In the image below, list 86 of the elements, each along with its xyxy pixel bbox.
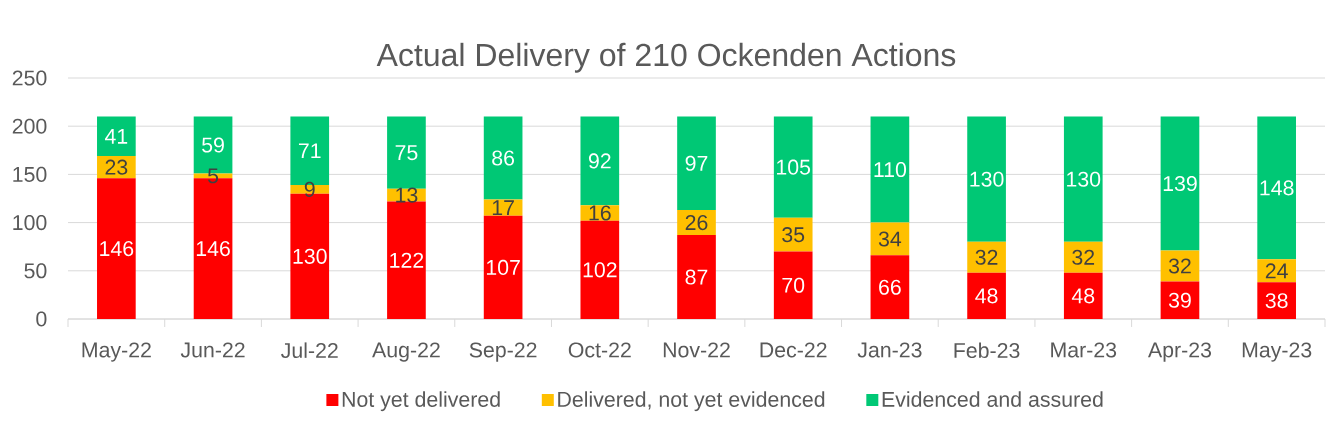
chart-title: Actual Delivery of 210 Ockenden Actions (376, 42, 956, 73)
bar (387, 116, 426, 189)
bar (580, 116, 620, 206)
data-label: 32 (1168, 258, 1191, 274)
data-label: 9 (304, 181, 315, 197)
data-label: 102 (583, 262, 617, 278)
data-label: 35 (782, 227, 805, 243)
bar (1063, 241, 1103, 273)
x-tick-label: Mar-23 (1051, 342, 1117, 358)
data-label: 16 (589, 205, 611, 221)
bar (483, 215, 523, 319)
data-label: 34 (878, 231, 902, 247)
bar (967, 272, 1006, 319)
data-label: 139 (1163, 176, 1197, 192)
x-tick-label: Apr-23 (1147, 342, 1212, 362)
bar (773, 217, 813, 252)
data-label: 110 (874, 162, 907, 178)
data-label: 146 (100, 241, 134, 257)
legend-label: Evidenced and assured (882, 391, 1103, 407)
x-tick-label: Jan-23 (857, 342, 922, 358)
y-tick-label: 50 (24, 263, 47, 279)
data-label: 97 (685, 155, 708, 171)
x-tick-label: May-23 (1242, 342, 1312, 362)
legend-label: Delivered, not yet evidenced (558, 391, 825, 412)
bar (97, 116, 136, 157)
x-tick-label: Oct-22 (568, 342, 631, 358)
bar (967, 241, 1006, 273)
data-label: 122 (390, 252, 424, 268)
bar (580, 220, 620, 319)
y-tick-label: 100 (13, 215, 47, 231)
data-label: 13 (396, 187, 418, 203)
data-label: 48 (975, 288, 998, 304)
data-label: 32 (975, 249, 998, 265)
bar (677, 235, 716, 319)
bar (870, 116, 910, 223)
data-label: 38 (1265, 293, 1288, 309)
data-label: 130 (1067, 171, 1101, 187)
bar (773, 116, 813, 218)
x-tick-label: Nov-22 (663, 342, 730, 358)
bar (1257, 116, 1296, 260)
x-tick-label: Jun-22 (180, 342, 245, 358)
data-label: 146 (196, 241, 230, 257)
data-label: 86 (492, 150, 515, 166)
bar (870, 255, 910, 319)
data-label: 41 (104, 128, 128, 144)
data-label: 59 (202, 137, 224, 153)
y-tick-label: 250 (12, 70, 47, 86)
bar (1160, 281, 1200, 319)
bar (387, 201, 426, 319)
bar (773, 251, 813, 319)
y-tick-label: 150 (13, 166, 47, 182)
x-tick-label: Feb-23 (954, 342, 1020, 359)
data-label: 87 (685, 269, 708, 285)
data-label: 105 (777, 159, 811, 175)
bar (1257, 282, 1296, 319)
bar (967, 116, 1006, 242)
bar (677, 116, 716, 211)
x-tick-label: Jul-22 (281, 342, 338, 359)
bar (97, 178, 136, 319)
bar (1160, 116, 1200, 251)
data-label: 148 (1260, 180, 1294, 196)
x-tick-label: May-22 (82, 342, 151, 362)
data-label: 24 (1265, 263, 1288, 279)
data-label: 70 (782, 277, 805, 293)
y-tick-label: 200 (12, 118, 47, 134)
data-label: 75 (395, 145, 418, 161)
bar (1063, 116, 1103, 242)
x-tick-label: Dec-22 (760, 342, 827, 358)
data-label: 107 (486, 259, 520, 275)
data-label: 48 (1071, 288, 1095, 304)
data-label: 66 (879, 279, 901, 295)
data-label: 92 (588, 153, 611, 169)
y-tick-label: 0 (36, 311, 47, 327)
data-label: 23 (105, 159, 128, 175)
bar (1063, 272, 1103, 319)
x-tick-label: Aug-22 (372, 342, 440, 362)
data-label: 39 (1168, 292, 1191, 308)
data-label: 130 (970, 171, 1004, 187)
x-tick-label: Sep-22 (469, 342, 537, 362)
data-label: 26 (685, 215, 708, 231)
bar (483, 116, 523, 200)
data-label: 17 (492, 200, 514, 215)
data-label: 130 (293, 248, 327, 264)
legend-label: Not yet delivered (342, 391, 500, 412)
data-label: 32 (1072, 249, 1095, 265)
data-label: 71 (298, 143, 321, 159)
